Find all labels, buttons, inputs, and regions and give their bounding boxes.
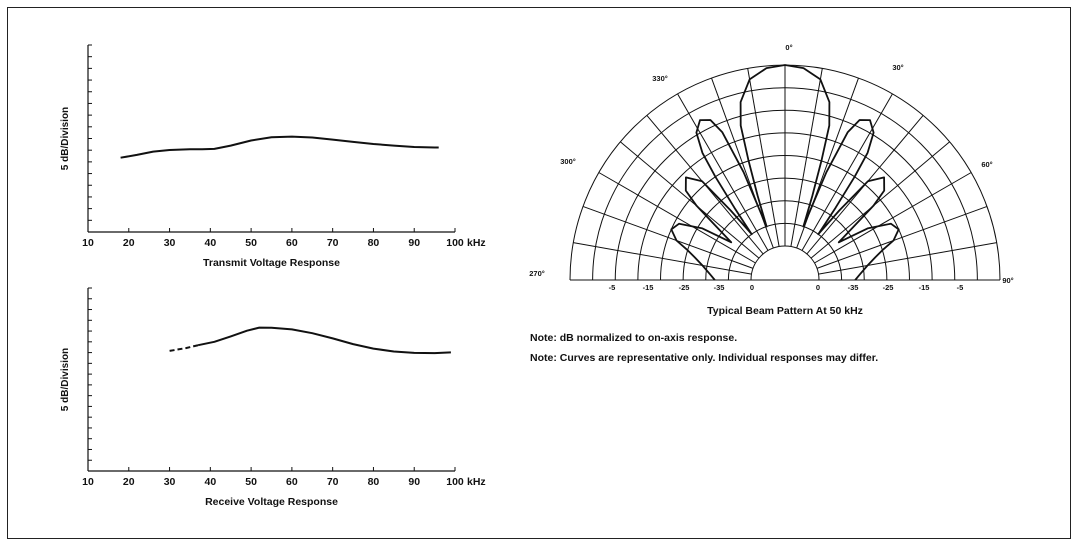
polar-grid-spoke xyxy=(790,68,823,247)
x-tick-label: 70 xyxy=(327,237,339,249)
polar-radial-label: -5 xyxy=(957,283,964,292)
beam-pattern-chart: 0° 30° 60° 90° 270° 300° 330° 0 -35 -25 -15 -5 -5 -15… xyxy=(529,43,1013,317)
polar-radial-label: -35 xyxy=(714,283,725,292)
y-axis-label: 5 dB/Division xyxy=(60,348,71,411)
transmit-response-chart: 10 20 30 40 50 60 70 80 90 100 kHz Transmit Voltage… xyxy=(60,44,486,269)
polar-radial-label: 0 xyxy=(750,283,754,292)
x-tick-label: 70 xyxy=(327,476,339,488)
polar-radial-label: -15 xyxy=(919,283,930,292)
x-tick-label: 90 xyxy=(408,237,420,249)
note-representative: Note: Curves are representative only. In… xyxy=(530,352,879,364)
x-tick-label: 30 xyxy=(164,476,176,488)
x-unit-label: kHz xyxy=(467,237,486,249)
polar-grid-spoke xyxy=(747,68,780,247)
x-tick-label: 40 xyxy=(204,237,216,249)
x-tick-label: 60 xyxy=(286,237,298,249)
beam-pattern-curve xyxy=(670,64,900,281)
chart-title: Transmit Voltage Response xyxy=(203,257,340,269)
polar-grid-spoke xyxy=(801,93,893,251)
polar-radial-label: -35 xyxy=(848,283,859,292)
x-tick-label: 100 xyxy=(446,476,464,488)
polar-angle-label: 300° xyxy=(560,157,576,166)
response-curve xyxy=(120,135,439,159)
figure-frame xyxy=(7,7,1071,539)
x-tick-label: 10 xyxy=(82,237,94,249)
x-tick-label: 20 xyxy=(123,476,135,488)
polar-radial-label: -5 xyxy=(609,283,616,292)
x-tick-label: 40 xyxy=(204,476,216,488)
chart-title: Receive Voltage Response xyxy=(205,496,338,508)
x-tick-label: 60 xyxy=(286,476,298,488)
polar-grid-spoke xyxy=(818,242,997,275)
polar-angle-label: 270° xyxy=(529,269,545,278)
response-curve-dashed xyxy=(169,344,199,352)
y-axis-label: 5 dB/Division xyxy=(60,107,71,170)
x-tick-label: 100 xyxy=(446,237,464,249)
x-tick-label: 50 xyxy=(245,476,257,488)
x-tick-label: 80 xyxy=(368,237,380,249)
x-tick-label: 10 xyxy=(82,476,94,488)
polar-radial-label: -25 xyxy=(679,283,690,292)
chart-title: Typical Beam Pattern At 50 kHz xyxy=(707,305,863,317)
x-tick-label: 80 xyxy=(368,476,380,488)
polar-grid-spoke xyxy=(573,242,752,275)
receive-response-chart: 10 20 30 40 50 60 70 80 90 100 kHz Receive Voltage … xyxy=(60,287,486,508)
polar-grid-spoke xyxy=(582,205,754,269)
polar-grid-spoke xyxy=(816,205,988,269)
x-tick-label: 50 xyxy=(245,237,257,249)
polar-angle-label: 0° xyxy=(785,43,792,52)
polar-grid-spoke xyxy=(814,172,972,264)
polar-grid-spoke xyxy=(619,141,760,259)
polar-radial-label: 0 xyxy=(816,283,820,292)
polar-grid-spoke xyxy=(677,93,769,251)
polar-grid-spoke xyxy=(810,141,951,259)
polar-radial-label: -25 xyxy=(883,283,894,292)
polar-grid-spoke xyxy=(598,172,756,264)
x-unit-label: kHz xyxy=(467,476,486,488)
polar-angle-label: 330° xyxy=(652,74,668,83)
polar-angle-label: 90° xyxy=(1002,276,1013,285)
polar-angle-label: 30° xyxy=(892,63,903,72)
x-tick-label: 90 xyxy=(408,476,420,488)
note-normalized: Note: dB normalized to on-axis response. xyxy=(530,332,738,344)
x-tick-label: 30 xyxy=(164,237,176,249)
response-curve xyxy=(197,326,451,355)
x-tick-label: 20 xyxy=(123,237,135,249)
polar-radial-label: -15 xyxy=(643,283,654,292)
polar-angle-label: 60° xyxy=(981,160,992,169)
